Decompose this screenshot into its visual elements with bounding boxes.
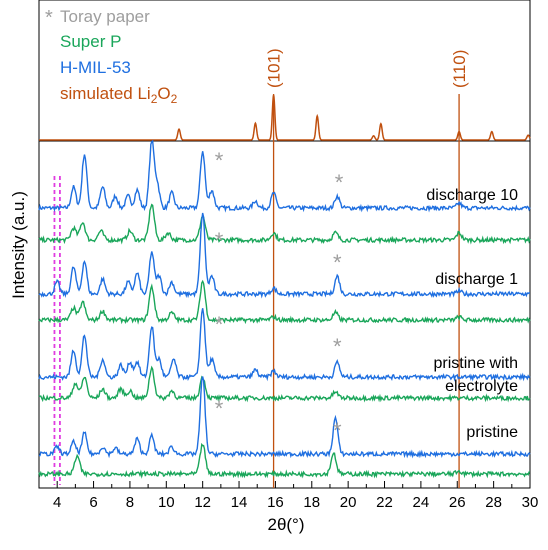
toray-star-marker: * (333, 334, 342, 359)
series-line-hmil53 (38, 139, 531, 213)
toray-star-marker: * (215, 396, 224, 421)
x-tick-label: 8 (126, 494, 134, 511)
x-tick-label: 18 (303, 494, 320, 511)
x-axis: 4 6 8 10 12 14 16 18 20 22 24 26 28 30 (38, 481, 539, 511)
x-tick-label: 14 (231, 494, 248, 511)
toray-star-marker: * (335, 170, 344, 195)
toray-star-marker: * (215, 312, 224, 337)
pattern-stack: * * discharge 1 (38, 212, 531, 325)
x-tick-label: 28 (485, 494, 502, 511)
legend-item-li2o2: simulated Li2O2 (60, 84, 178, 106)
legend-item-superp: Super P (60, 32, 121, 51)
series-line-hmil53 (38, 376, 531, 459)
x-tick-label: 6 (89, 494, 97, 511)
series-line-superp (38, 203, 531, 245)
x-axis-label: 2θ(°) (267, 515, 304, 534)
legend-item-hmil53: H-MIL-53 (60, 58, 131, 77)
toray-star-marker: * (333, 418, 342, 443)
reference-label: (110) (450, 50, 469, 88)
pattern-stack: * * pristine with electrolyte (38, 308, 531, 403)
series-line-hmil53 (38, 212, 531, 299)
series-line-simulated-li2o2 (39, 94, 531, 141)
x-tick-label: 10 (158, 494, 175, 511)
series-line-hmil53 (38, 308, 531, 382)
stack-label: pristine with (434, 355, 518, 372)
pattern-stack: * * discharge 10 (38, 139, 531, 245)
reference-lines: (101) (110) (265, 48, 469, 488)
stack-label: discharge 1 (435, 271, 518, 288)
stack-label: discharge 10 (426, 187, 518, 204)
series-line-superp (38, 365, 531, 403)
x-tick-label: 22 (376, 494, 393, 511)
x-tick-label: 4 (53, 494, 61, 511)
plot-frame (38, 0, 531, 489)
legend-star-marker: * (45, 7, 53, 29)
x-tick-label: 20 (340, 494, 357, 511)
x-tick-label: 12 (194, 494, 211, 511)
toray-star-marker: * (215, 148, 224, 173)
legend-item-toray: Toray paper (60, 7, 150, 26)
stack-label-line2: electrolyte (445, 378, 518, 395)
x-tick-label: 30 (522, 494, 539, 511)
x-tick-label: 16 (267, 494, 284, 511)
dashed-markers (53, 176, 61, 485)
series-line-superp (38, 442, 531, 479)
x-tick-label: 24 (413, 494, 430, 511)
simulated-pattern (39, 94, 531, 141)
toray-star-marker: * (215, 228, 224, 253)
pattern-stack: * * pristine (38, 376, 531, 479)
toray-star-marker: * (333, 250, 342, 275)
reference-label: (101) (265, 48, 284, 88)
x-tick-label: 26 (449, 494, 466, 511)
stack-label: pristine (466, 424, 518, 441)
series-line-superp (38, 279, 531, 325)
measured-patterns: * * discharge 10 * * discharge 1 * * pristine wi… (38, 139, 531, 479)
y-axis-label: Intensity (a.u.) (9, 191, 28, 299)
legend: * Toray paper Super P H-MIL-53 simulated… (45, 7, 178, 106)
